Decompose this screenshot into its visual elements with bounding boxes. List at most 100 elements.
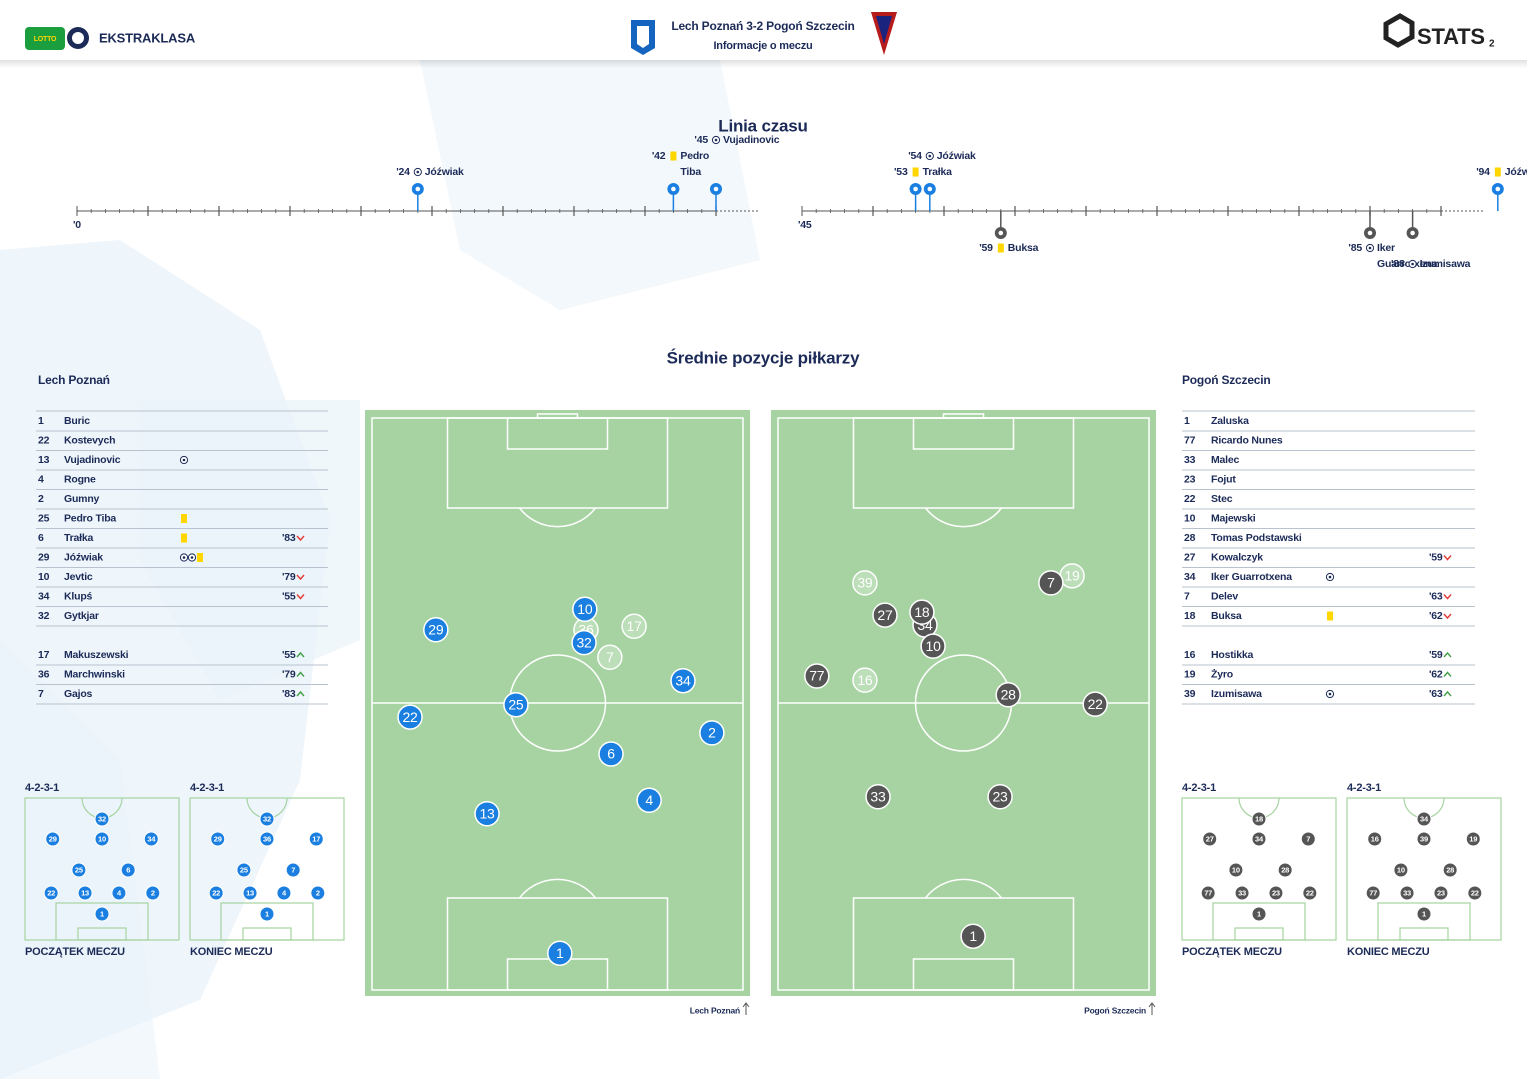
pitch-line: [536, 413, 579, 419]
mini-player-number: 1: [265, 909, 269, 918]
pitch-line: [518, 878, 597, 899]
positions-title: Średnie pozycje piłkarzy: [667, 348, 860, 367]
position-number: 1: [969, 928, 977, 944]
mini-player: [143, 831, 159, 847]
pitch-caption: Lech Poznań: [690, 1005, 740, 1015]
mini-player-number: 18: [1255, 814, 1263, 823]
event-minute: '45: [694, 134, 708, 146]
mini-player: [77, 885, 93, 901]
substitute-position: [621, 613, 647, 639]
mini-player-number: 28: [1281, 865, 1289, 874]
formation-label: 4-2-3-1: [190, 782, 224, 794]
player-position: [1082, 691, 1108, 717]
sub-on-icon: [1443, 690, 1452, 697]
player-name: Pedro Tiba: [64, 512, 116, 524]
goal-icon-center: [1411, 262, 1414, 266]
player-number: 22: [38, 434, 50, 446]
sub-off-icon: [1443, 555, 1452, 561]
event-pin-dot: [998, 230, 1004, 236]
away-crest: [871, 12, 897, 55]
sub-minute: '83: [282, 688, 296, 700]
event-player: Iker: [1377, 242, 1395, 254]
mini-player-number: 1: [1257, 909, 1261, 918]
sub-off-icon: [296, 594, 305, 600]
home-team-name: Lech Poznań: [38, 373, 110, 387]
event-player: Jóźwiak: [937, 150, 976, 162]
player-name: Żyro: [1211, 667, 1233, 680]
player-position: [872, 602, 898, 628]
mini-player-number: 22: [47, 888, 55, 897]
player-number: 2: [38, 493, 44, 505]
player-position: [397, 704, 423, 730]
sub-minute: '79: [282, 571, 296, 583]
timeline-start-label: '0: [73, 219, 81, 231]
mini-player: [208, 885, 224, 901]
mini-player-number: 29: [49, 834, 57, 843]
mini-player: [1442, 862, 1458, 878]
position-number: 25: [508, 696, 524, 712]
mini-player: [1200, 885, 1216, 901]
position-number: 34: [675, 672, 691, 688]
goal-icon-center: [1368, 246, 1372, 250]
event-player: Pedro: [680, 150, 709, 162]
mini-player-number: 39: [1420, 834, 1428, 843]
player-number: 10: [1184, 512, 1196, 524]
sub-on-icon: [1443, 671, 1452, 677]
mini-player: [1228, 862, 1244, 878]
player-name: Vujadinovic: [64, 454, 121, 466]
formation-label: 4-2-3-1: [1347, 782, 1381, 794]
timeline-title: Linia czasu: [718, 116, 807, 135]
player-position: [920, 633, 946, 659]
substitute-position: [852, 667, 878, 693]
player-number: 17: [38, 649, 50, 661]
position-number: 1: [556, 945, 564, 961]
mini-player: [1465, 831, 1481, 847]
event-pin-dot: [1410, 230, 1415, 236]
mini-player-number: 1: [100, 909, 104, 918]
position-number: 2: [708, 725, 716, 741]
player-number: 32: [38, 610, 50, 622]
position-number: 18: [914, 604, 930, 620]
player-number: 34: [38, 590, 50, 602]
mini-player-number: 34: [1420, 814, 1429, 823]
brand: STATS: [1417, 24, 1485, 49]
mini-player-number: 13: [246, 888, 254, 897]
sub-on-icon: [296, 651, 305, 658]
goal-icon-center: [416, 170, 420, 174]
event-player: Trałka: [923, 166, 953, 178]
position-number: 17: [627, 618, 643, 634]
direction-arrow: [1148, 1002, 1156, 1008]
player-name: Buric: [64, 415, 90, 427]
event-minute: '88: [1391, 258, 1405, 270]
player-name: Rogne: [64, 473, 96, 485]
goal-icon-center: [182, 556, 186, 559]
stats-logo: [1383, 13, 1415, 48]
mini-player-number: 34: [1255, 834, 1264, 843]
player-number: 4: [38, 473, 44, 485]
mini-player-number: 25: [75, 865, 83, 874]
player-number: 22: [1184, 493, 1196, 505]
mini-player: [259, 831, 275, 847]
mini-player: [1251, 811, 1267, 827]
mini-player-number: 6: [126, 865, 130, 874]
mini-pitch-line: [1399, 927, 1449, 941]
player-number: 10: [38, 571, 50, 583]
player-number: 27: [1184, 551, 1196, 563]
position-number: 28: [1001, 686, 1017, 702]
mini-player: [259, 811, 275, 827]
player-number: 7: [1184, 590, 1190, 602]
pitch-line: [942, 413, 985, 419]
player-number: 34: [1184, 571, 1196, 583]
position-number: 10: [925, 638, 941, 654]
mini-player-number: 1: [1422, 909, 1426, 918]
position-number: 29: [428, 621, 444, 637]
player-position: [1038, 570, 1064, 596]
player-name: Gumny: [64, 493, 100, 505]
position-number: 19: [1064, 568, 1080, 584]
mini-player: [120, 862, 136, 878]
player-position: [474, 801, 500, 827]
mini-player-number: 10: [1232, 865, 1240, 874]
position-number: 7: [1047, 575, 1055, 591]
goal-icon-center: [714, 138, 718, 142]
player-position: [995, 682, 1021, 708]
